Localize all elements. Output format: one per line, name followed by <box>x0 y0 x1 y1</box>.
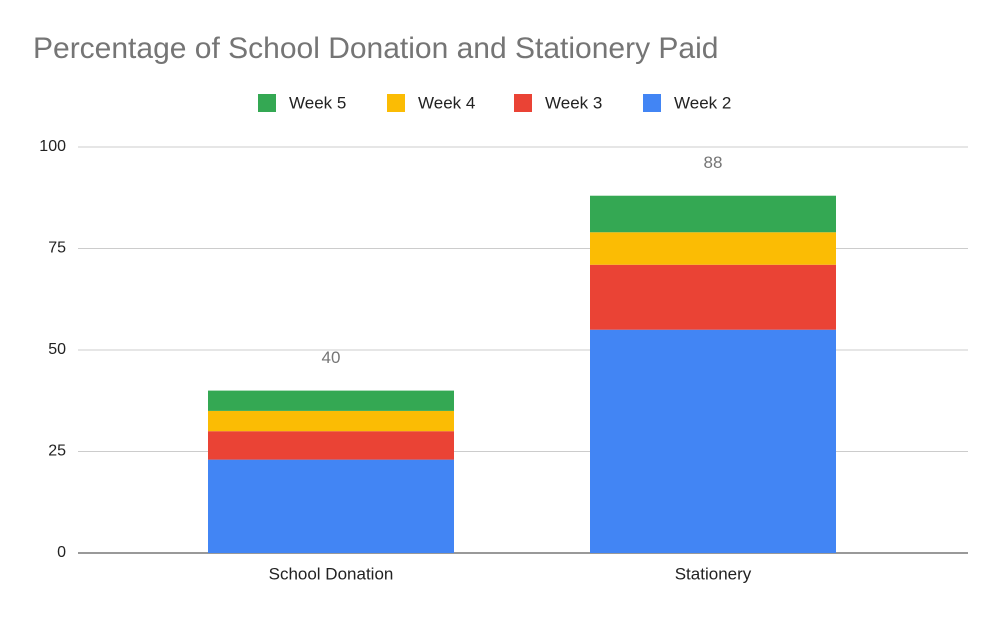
y-tick-label: 25 <box>48 443 66 460</box>
y-tick-label: 50 <box>48 341 66 358</box>
bar-segment <box>208 390 454 411</box>
legend-label: Week 2 <box>674 93 731 112</box>
x-tick-label: Stationery <box>675 564 752 583</box>
bar-segment <box>208 431 454 460</box>
legend-label: Week 4 <box>418 93 475 112</box>
legend-swatch <box>643 94 661 112</box>
legend-swatch <box>514 94 532 112</box>
bar-segment <box>590 195 836 233</box>
bar-segment <box>208 459 454 553</box>
legend-label: Week 3 <box>545 93 602 112</box>
y-tick-label: 75 <box>48 240 66 257</box>
legend-label: Week 5 <box>289 93 346 112</box>
y-tick-label: 0 <box>57 544 66 561</box>
chart-title: Percentage of School Donation and Statio… <box>33 32 718 65</box>
bar-segment <box>590 232 836 265</box>
legend-swatch <box>387 94 405 112</box>
bar-segment <box>590 264 836 330</box>
y-tick-label: 100 <box>39 138 66 155</box>
bar-segment <box>590 329 836 553</box>
x-tick-label: School Donation <box>269 564 394 583</box>
legend-swatch <box>258 94 276 112</box>
total-label: 40 <box>322 348 341 367</box>
bar-segment <box>208 410 454 432</box>
total-label: 88 <box>704 153 723 172</box>
